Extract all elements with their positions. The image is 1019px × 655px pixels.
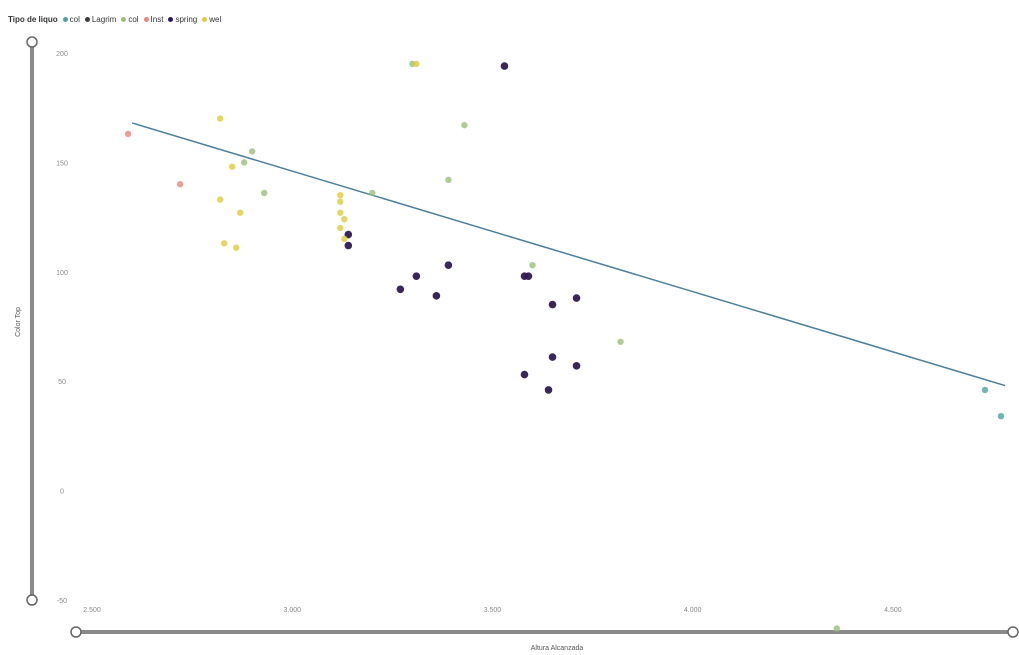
data-point[interactable]	[232, 244, 240, 251]
legend-label: Inst	[150, 14, 164, 24]
data-point[interactable]	[833, 625, 841, 632]
data-point[interactable]	[520, 370, 529, 379]
data-point[interactable]	[341, 216, 348, 223]
data-point[interactable]	[344, 230, 353, 239]
data-point[interactable]	[344, 241, 353, 250]
data-point[interactable]	[413, 60, 420, 68]
legend-items: col Lagrim col Inst spring wel	[62, 14, 227, 24]
data-point[interactable]	[216, 115, 224, 122]
data-point[interactable]	[369, 189, 376, 197]
y-tick-label: 200	[56, 51, 68, 58]
data-point[interactable]	[500, 62, 509, 70]
y-tick-label: -50	[57, 598, 67, 605]
data-point[interactable]	[445, 176, 452, 184]
legend-label: Lagrim	[91, 14, 117, 24]
x-tick-label: 3.000	[283, 607, 301, 614]
legend-swatch	[121, 16, 127, 22]
data-point[interactable]	[236, 209, 244, 216]
legend-label: wel	[209, 14, 222, 24]
data-point[interactable]	[337, 191, 344, 199]
data-point[interactable]	[444, 261, 453, 270]
data-points	[124, 60, 1005, 632]
legend-title: Tipo de liquo	[8, 14, 58, 24]
x-tick-label: 4.000	[684, 607, 702, 614]
data-point[interactable]	[524, 272, 533, 280]
data-point[interactable]	[461, 121, 468, 129]
legend-swatch	[62, 16, 68, 22]
legend-swatch	[84, 16, 90, 22]
legend-label: spring	[175, 14, 198, 24]
data-point[interactable]	[544, 386, 553, 394]
data-point[interactable]	[249, 148, 256, 155]
data-point[interactable]	[572, 362, 581, 370]
data-point[interactable]	[337, 209, 344, 216]
x-tick-label: 2.500	[83, 607, 101, 614]
data-point[interactable]	[337, 198, 344, 205]
legend-entry[interactable]: col	[121, 14, 139, 24]
legend-entry[interactable]: Lagrim	[84, 14, 117, 24]
data-point[interactable]	[124, 130, 132, 138]
legend-label: col	[128, 14, 139, 24]
trendline	[131, 122, 1006, 387]
data-point[interactable]	[216, 196, 224, 203]
x-tick-label: 3.500	[484, 607, 502, 614]
legend-swatch	[143, 16, 149, 22]
data-point[interactable]	[432, 292, 441, 300]
x-tick-label: 4.500	[884, 607, 902, 614]
x-tick-labels: 2.500 3.000 3.500 4.000 4.500	[83, 607, 901, 614]
data-point[interactable]	[617, 338, 624, 345]
data-point[interactable]	[572, 294, 581, 302]
legend-swatch	[168, 16, 174, 22]
y-tick-labels: 200 150 100 50 0 -50	[56, 51, 68, 605]
y-range-slider-top-handle[interactable]	[26, 36, 38, 48]
y-range-slider-bottom-handle[interactable]	[26, 594, 38, 606]
legend-entry[interactable]: wel	[202, 15, 221, 24]
y-tick-label: 100	[56, 270, 68, 277]
data-point[interactable]	[548, 353, 557, 361]
data-point[interactable]	[228, 163, 236, 170]
y-tick-label: 150	[56, 160, 68, 167]
legend-entry[interactable]: spring	[168, 15, 197, 24]
data-point[interactable]	[176, 181, 184, 188]
x-axis-label: Altura Alcanzada	[531, 645, 584, 652]
x-range-slider-right-handle[interactable]	[1007, 626, 1019, 638]
data-point[interactable]	[241, 159, 248, 166]
trendline-group	[131, 122, 1006, 387]
y-tick-label: 50	[58, 379, 66, 386]
legend-swatch	[202, 16, 208, 22]
legend-entry[interactable]: col	[62, 14, 80, 24]
data-point[interactable]	[529, 262, 536, 269]
legend: Tipo de liquo col Lagrim col Inst spring wel	[8, 12, 226, 26]
data-point[interactable]	[261, 189, 268, 197]
data-point[interactable]	[548, 300, 557, 309]
data-point[interactable]	[981, 386, 989, 394]
range-sliders	[26, 36, 1019, 638]
data-point[interactable]	[412, 272, 421, 280]
data-point[interactable]	[341, 235, 348, 243]
data-point[interactable]	[396, 285, 405, 294]
data-point[interactable]	[337, 224, 344, 232]
data-point[interactable]	[997, 412, 1005, 420]
legend-label: col	[69, 14, 80, 24]
y-tick-label: 0	[60, 489, 64, 496]
legend-entry[interactable]: Inst	[143, 14, 164, 24]
data-point[interactable]	[220, 240, 228, 247]
x-range-slider-left-handle[interactable]	[70, 626, 82, 638]
y-axis-label: Color Top	[15, 307, 22, 337]
